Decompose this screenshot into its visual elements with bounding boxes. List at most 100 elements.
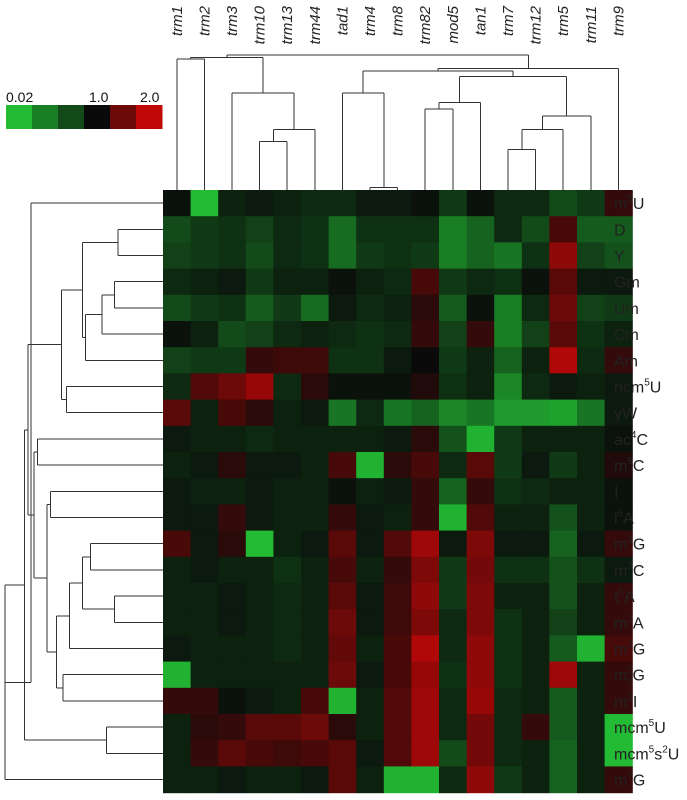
column-label-trm3: trm3 bbox=[224, 5, 241, 36]
column-label-trm12: trm12 bbox=[528, 5, 545, 44]
heatmap-cell-D-trm7 bbox=[494, 216, 523, 243]
heatmap-cell-m1I-trm1 bbox=[163, 687, 192, 715]
heatmap-cell-m1G-trm82 bbox=[411, 530, 440, 558]
legend-swatch-3 bbox=[84, 105, 111, 129]
heatmap-cell-m7G-trm11 bbox=[577, 766, 606, 794]
heatmap-cell-m5U-mod5 bbox=[439, 190, 468, 217]
heatmap-cell-mcm5s2U-trm9 bbox=[604, 740, 633, 767]
heatmap-cell-mcm5s2U-mod5 bbox=[439, 740, 468, 767]
heatmap-cell-m1A-trm5 bbox=[549, 609, 578, 636]
heatmap-cell-D-trm11 bbox=[577, 216, 606, 243]
heatmap-cell-m5U-trm1 bbox=[163, 190, 192, 217]
heatmap-cell-yW-trm8 bbox=[383, 399, 412, 427]
heatmap-cell-Cm-trm1 bbox=[163, 321, 192, 348]
heatmap-cell-m1I-trm3 bbox=[218, 687, 247, 715]
heatmap-cell-Y-trm9 bbox=[604, 242, 633, 270]
heatmap-cell-m3C-trm2 bbox=[190, 556, 219, 584]
heatmap-cell-mcm5s2U-trm13 bbox=[273, 740, 302, 767]
row-label-ac4C: ac4C bbox=[614, 430, 648, 449]
column-label-trm82: trm82 bbox=[417, 5, 434, 44]
heatmap-cell-mcm5s2U-trm10 bbox=[245, 740, 274, 767]
heatmap-cell-D-tan1 bbox=[466, 216, 495, 243]
heatmap-cell-m3C-trm82 bbox=[411, 556, 440, 584]
row-label-m22G: m22G bbox=[614, 666, 645, 688]
heatmap-cell-yW-trm12 bbox=[521, 399, 550, 427]
heatmap-cell-m5C-trm9 bbox=[604, 452, 633, 479]
heatmap-cell-Gm-trm8 bbox=[383, 268, 412, 296]
heatmap-cell-Cm-trm13 bbox=[273, 321, 302, 348]
heatmap-cell-m5C-trm12 bbox=[521, 452, 550, 479]
heatmap-cell-mcm5U-trm1 bbox=[163, 714, 192, 741]
heatmap-cell-m1G-trm8 bbox=[383, 530, 412, 558]
heatmap-cell-mcm5s2U-trm8 bbox=[383, 740, 412, 767]
heatmap-cell-Cm-trm3 bbox=[218, 321, 247, 348]
heatmap-cell-t6A-trm8 bbox=[383, 583, 412, 610]
heatmap-cell-m5C-trm11 bbox=[577, 452, 606, 479]
heatmap-cell-Am-trm9 bbox=[604, 347, 633, 374]
heatmap-cell-m22G-trm82 bbox=[411, 661, 440, 689]
heatmap-cell-m1G-trm11 bbox=[577, 530, 606, 558]
heatmap-cell-m3C-trm4 bbox=[356, 556, 385, 584]
heatmap-cell-m5C-trm3 bbox=[218, 452, 247, 479]
heatmap-cell-Am-mod5 bbox=[439, 347, 468, 374]
legend-swatch-2 bbox=[58, 105, 85, 129]
heatmap-cell-Y-trm13 bbox=[273, 242, 302, 270]
heatmap-cell-m1A-trm10 bbox=[245, 609, 274, 636]
heatmap-cell-mcm5s2U-tad1 bbox=[328, 740, 357, 767]
heatmap-cell-Um-trm11 bbox=[577, 294, 606, 322]
heatmap-cell-Am-tad1 bbox=[328, 347, 357, 374]
heatmap-cell-Cm-trm4 bbox=[356, 321, 385, 348]
heatmap-cell-Cm-trm11 bbox=[577, 321, 606, 348]
heatmap-cell-D-trm1 bbox=[163, 216, 192, 243]
heatmap-cell-Um-trm2 bbox=[190, 294, 219, 322]
heatmap-cell-m22G-trm44 bbox=[301, 661, 330, 689]
heatmap-cell-m7G-trm13 bbox=[273, 766, 302, 794]
heatmap-cell-m2G-mod5 bbox=[439, 635, 468, 663]
heatmap-cell-i6A-trm10 bbox=[245, 504, 274, 532]
heatmap-cell-Cm-trm5 bbox=[549, 321, 578, 348]
heatmap-cell-Um-trm12 bbox=[521, 294, 550, 322]
heatmap-cell-m1I-trm11 bbox=[577, 687, 606, 715]
heatmap-cell-D-trm82 bbox=[411, 216, 440, 243]
heatmap-cell-m1I-trm8 bbox=[383, 687, 412, 715]
heatmap-cell-mcm5s2U-trm11 bbox=[577, 740, 606, 767]
heatmap-cell-m1G-trm9 bbox=[604, 530, 633, 558]
heatmap-cell-m7G-trm2 bbox=[190, 766, 219, 794]
heatmap-cell-ac4C-trm82 bbox=[411, 425, 440, 453]
heatmap-cell-m5U-trm9 bbox=[604, 190, 633, 217]
heatmap-cell-m5U-tan1 bbox=[466, 190, 495, 217]
heatmap-cell-D-trm44 bbox=[301, 216, 330, 243]
heatmap-cell-I-trm12 bbox=[521, 478, 550, 505]
heatmap-cell-Am-trm5 bbox=[549, 347, 578, 374]
column-label-trm9: trm9 bbox=[610, 5, 627, 36]
heatmap-cell-m1A-trm8 bbox=[383, 609, 412, 636]
heatmap-cell-m3C-trm9 bbox=[604, 556, 633, 584]
heatmap-cell-m7G-tad1 bbox=[328, 766, 357, 794]
heatmap-cell-m3C-tad1 bbox=[328, 556, 357, 584]
row-label-ncm5U: ncm5U bbox=[614, 378, 661, 397]
heatmap-cell-I-trm44 bbox=[301, 478, 330, 505]
heatmap-cell-ncm5U-trm2 bbox=[190, 373, 219, 401]
heatmap-cell-yW-trm11 bbox=[577, 399, 606, 427]
heatmap-cell-Am-trm4 bbox=[356, 347, 385, 374]
heatmap-cell-yW-trm1 bbox=[163, 399, 192, 427]
heatmap-cell-m1G-trm2 bbox=[190, 530, 219, 558]
heatmap-cell-yW-tad1 bbox=[328, 399, 357, 427]
heatmap-cell-Gm-tad1 bbox=[328, 268, 357, 296]
heatmap-cell-Y-trm3 bbox=[218, 242, 247, 270]
heatmap-cell-m1G-trm13 bbox=[273, 530, 302, 558]
heatmap-cell-t6A-trm13 bbox=[273, 583, 302, 610]
heatmap-cell-Gm-trm3 bbox=[218, 268, 247, 296]
heatmap-cell-Y-trm44 bbox=[301, 242, 330, 270]
heatmap-cell-ncm5U-trm8 bbox=[383, 373, 412, 401]
heatmap-cell-yW-trm13 bbox=[273, 399, 302, 427]
heatmap-cell-m1A-tan1 bbox=[466, 609, 495, 636]
column-dendrogram bbox=[176, 54, 619, 190]
heatmap-cell-m5U-trm12 bbox=[521, 190, 550, 217]
heatmap-cell-m5U-tad1 bbox=[328, 190, 357, 217]
heatmap-cell-Gm-trm13 bbox=[273, 268, 302, 296]
heatmap-cell-mcm5U-trm3 bbox=[218, 714, 247, 741]
heatmap-cell-Um-trm82 bbox=[411, 294, 440, 322]
heatmap-cell-m1G-tan1 bbox=[466, 530, 495, 558]
heatmap-cell-m2G-trm2 bbox=[190, 635, 219, 663]
